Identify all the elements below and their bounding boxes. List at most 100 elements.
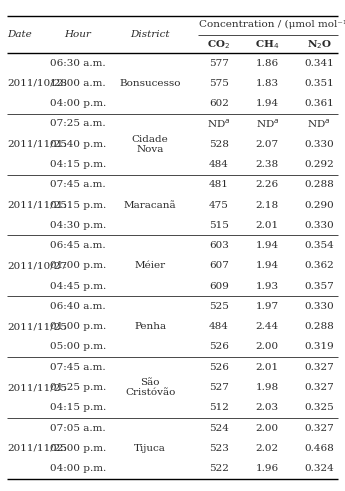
Text: 2.01: 2.01 (256, 363, 279, 372)
Text: 04:15 p.m.: 04:15 p.m. (49, 403, 106, 412)
Text: 0.341: 0.341 (304, 58, 334, 68)
Text: 07:45 a.m.: 07:45 a.m. (50, 180, 106, 190)
Text: 0.325: 0.325 (304, 403, 334, 412)
Text: 2.00: 2.00 (256, 424, 279, 433)
Text: 07:45 a.m.: 07:45 a.m. (50, 363, 106, 372)
Text: 0.324: 0.324 (304, 464, 334, 473)
Text: 0.361: 0.361 (304, 99, 334, 108)
Text: 2.01: 2.01 (256, 221, 279, 230)
Text: 0.351: 0.351 (304, 79, 334, 88)
Text: 04:45 p.m.: 04:45 p.m. (49, 282, 106, 291)
Text: 515: 515 (209, 221, 229, 230)
Text: 575: 575 (209, 79, 229, 88)
Text: 01:25 p.m.: 01:25 p.m. (49, 383, 106, 392)
Text: ND$^a$: ND$^a$ (307, 118, 331, 130)
Text: 02:00 p.m.: 02:00 p.m. (49, 444, 106, 453)
Text: 0.330: 0.330 (304, 140, 334, 149)
Text: 01:00 p.m.: 01:00 p.m. (49, 261, 106, 271)
Text: ND$^a$: ND$^a$ (207, 118, 231, 130)
Text: 05:00 p.m.: 05:00 p.m. (49, 342, 106, 352)
Text: 0.468: 0.468 (304, 444, 334, 453)
Text: 01:40 p.m.: 01:40 p.m. (49, 140, 106, 149)
Text: 603: 603 (209, 241, 229, 250)
Text: 0.327: 0.327 (304, 424, 334, 433)
Text: 0.327: 0.327 (304, 363, 334, 372)
Text: 2.02: 2.02 (256, 444, 279, 453)
Text: 0.330: 0.330 (304, 302, 334, 311)
Text: 2.26: 2.26 (256, 180, 279, 190)
Text: Maracanã: Maracanã (124, 200, 176, 210)
Text: Hour: Hour (64, 30, 91, 39)
Text: 1.94: 1.94 (256, 99, 279, 108)
Text: 0.290: 0.290 (304, 200, 334, 210)
Text: 06:30 a.m.: 06:30 a.m. (50, 58, 106, 68)
Text: 07:05 a.m.: 07:05 a.m. (50, 424, 106, 433)
Text: São
Cristóvão: São Cristóvão (125, 378, 175, 397)
Text: 523: 523 (209, 444, 229, 453)
Text: 2011/11/25: 2011/11/25 (7, 140, 67, 149)
Text: 06:40 a.m.: 06:40 a.m. (50, 302, 106, 311)
Text: 04:30 p.m.: 04:30 p.m. (49, 221, 106, 230)
Text: 12:00 a.m.: 12:00 a.m. (50, 79, 106, 88)
Text: Tijuca: Tijuca (134, 444, 166, 453)
Text: 0.327: 0.327 (304, 383, 334, 392)
Text: 1.93: 1.93 (256, 282, 279, 291)
Text: 2.00: 2.00 (256, 342, 279, 352)
Text: 2011/10/28: 2011/10/28 (7, 79, 67, 88)
Text: District: District (130, 30, 170, 39)
Text: 0.319: 0.319 (304, 342, 334, 352)
Text: 528: 528 (209, 140, 229, 149)
Text: 1.94: 1.94 (256, 241, 279, 250)
Text: 06:45 a.m.: 06:45 a.m. (50, 241, 106, 250)
Text: 0.354: 0.354 (304, 241, 334, 250)
Text: 2011/11/25: 2011/11/25 (7, 200, 67, 210)
Text: 1.83: 1.83 (256, 79, 279, 88)
Text: 2011/10/27: 2011/10/27 (7, 261, 67, 271)
Text: Concentration / (μmol mol⁻¹): Concentration / (μmol mol⁻¹) (199, 20, 345, 29)
Text: 04:00 p.m.: 04:00 p.m. (49, 99, 106, 108)
Text: Méier: Méier (135, 261, 166, 271)
Text: 527: 527 (209, 383, 229, 392)
Text: 526: 526 (209, 363, 229, 372)
Text: 607: 607 (209, 261, 229, 271)
Text: 04:00 p.m.: 04:00 p.m. (49, 464, 106, 473)
Text: 0.362: 0.362 (304, 261, 334, 271)
Text: 577: 577 (209, 58, 229, 68)
Text: Cidade
Nova: Cidade Nova (132, 135, 168, 154)
Text: 2011/11/25: 2011/11/25 (7, 383, 67, 392)
Text: 1.94: 1.94 (256, 261, 279, 271)
Text: 1.97: 1.97 (256, 302, 279, 311)
Text: 481: 481 (209, 180, 229, 190)
Text: 609: 609 (209, 282, 229, 291)
Text: 1.86: 1.86 (256, 58, 279, 68)
Text: 602: 602 (209, 99, 229, 108)
Text: 526: 526 (209, 342, 229, 352)
Text: 0.288: 0.288 (304, 180, 334, 190)
Text: 1.96: 1.96 (256, 464, 279, 473)
Text: 2.07: 2.07 (256, 140, 279, 149)
Text: ND$^a$: ND$^a$ (256, 118, 279, 130)
Text: 475: 475 (209, 200, 229, 210)
Text: 2.18: 2.18 (256, 200, 279, 210)
Text: 512: 512 (209, 403, 229, 412)
Text: 04:15 p.m.: 04:15 p.m. (49, 160, 106, 169)
Text: 01:00 p.m.: 01:00 p.m. (49, 322, 106, 331)
Text: Bonsucesso: Bonsucesso (119, 79, 181, 88)
Text: Penha: Penha (134, 322, 166, 331)
Text: N$_2$O: N$_2$O (307, 38, 332, 51)
Text: 484: 484 (209, 160, 229, 169)
Text: 522: 522 (209, 464, 229, 473)
Text: 07:25 a.m.: 07:25 a.m. (50, 119, 106, 129)
Text: 1.98: 1.98 (256, 383, 279, 392)
Text: 525: 525 (209, 302, 229, 311)
Text: 524: 524 (209, 424, 229, 433)
Text: 2.44: 2.44 (256, 322, 279, 331)
Text: CH$_4$: CH$_4$ (255, 38, 279, 51)
Text: 2.38: 2.38 (256, 160, 279, 169)
Text: 0.357: 0.357 (304, 282, 334, 291)
Text: 484: 484 (209, 322, 229, 331)
Text: 2011/11/25: 2011/11/25 (7, 444, 67, 453)
Text: 0.330: 0.330 (304, 221, 334, 230)
Text: CO$_2$: CO$_2$ (207, 38, 231, 51)
Text: 0.292: 0.292 (304, 160, 334, 169)
